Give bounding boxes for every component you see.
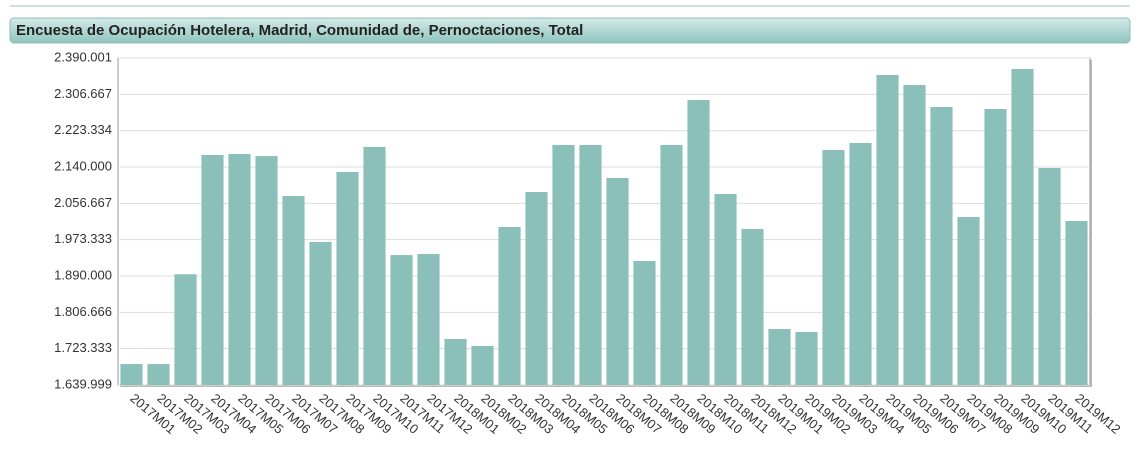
y-tick-label: 1.973.333 xyxy=(54,231,112,246)
bar xyxy=(525,191,548,385)
bar xyxy=(255,156,278,385)
bar xyxy=(795,331,818,385)
bar xyxy=(930,107,953,385)
bar xyxy=(957,217,980,385)
bar xyxy=(390,255,413,385)
bar xyxy=(741,228,764,385)
bar xyxy=(309,241,332,385)
title-bar xyxy=(9,17,1131,44)
bar xyxy=(687,99,710,385)
bar xyxy=(552,144,575,385)
bar xyxy=(1065,221,1088,385)
bar xyxy=(1038,168,1061,385)
bar xyxy=(714,193,737,385)
bar xyxy=(363,146,386,385)
bar xyxy=(849,143,872,385)
bar xyxy=(876,75,899,385)
chart-title: Encuesta de Ocupación Hotelera, Madrid, … xyxy=(16,22,583,39)
y-tick-label: 1.723.333 xyxy=(54,340,112,355)
bar xyxy=(444,339,467,385)
bar xyxy=(822,149,845,385)
y-tick-label: 2.306.667 xyxy=(54,86,112,101)
y-tick-label: 1.890.000 xyxy=(54,267,112,282)
bar xyxy=(1011,68,1034,385)
bar xyxy=(498,226,521,385)
bar xyxy=(606,177,629,385)
bar xyxy=(579,144,602,385)
bar xyxy=(903,85,926,386)
bar xyxy=(660,144,683,385)
bar xyxy=(471,345,494,385)
bar xyxy=(174,274,197,385)
y-tick-label: 1.639.999 xyxy=(54,376,112,391)
bar xyxy=(228,154,251,385)
bar xyxy=(201,155,224,385)
bar xyxy=(984,109,1007,385)
bar xyxy=(120,364,143,385)
bar xyxy=(768,329,791,385)
bar xyxy=(282,195,305,385)
y-tick-label: 2.390.001 xyxy=(54,49,112,64)
y-tick-label: 2.056.667 xyxy=(54,195,112,210)
bar xyxy=(633,261,656,385)
bar xyxy=(147,364,170,385)
y-tick-label: 1.806.666 xyxy=(54,304,112,319)
bar xyxy=(336,172,359,385)
y-tick-label: 2.223.334 xyxy=(54,122,112,137)
y-tick-label: 2.140.000 xyxy=(54,158,112,173)
bar xyxy=(417,253,440,385)
